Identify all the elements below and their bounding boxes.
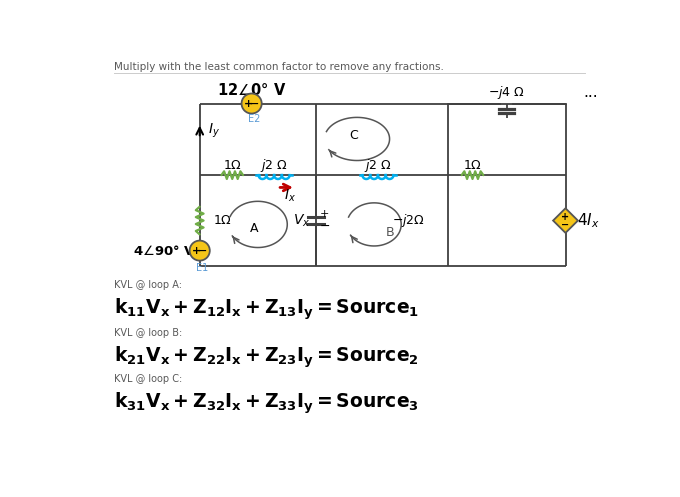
Text: +: + [320, 209, 329, 219]
Text: 1$\Omega$: 1$\Omega$ [463, 159, 482, 171]
Text: C: C [349, 129, 358, 142]
Text: $I_x$: $I_x$ [284, 188, 296, 204]
Text: $-j2\Omega$: $-j2\Omega$ [392, 212, 426, 229]
Text: +: + [192, 246, 201, 255]
Text: $4I_x$: $4I_x$ [577, 211, 600, 230]
Text: KVL @ loop A:: KVL @ loop A: [114, 280, 182, 290]
Text: 4$\angle$90° V: 4$\angle$90° V [133, 244, 197, 257]
Circle shape [241, 93, 262, 113]
Circle shape [190, 241, 209, 260]
Text: $\mathbf{k_{11}V_x + Z_{12}I_x + Z_{13}I_y = Source_1}$: $\mathbf{k_{11}V_x + Z_{12}I_x + Z_{13}I… [114, 297, 419, 322]
Text: A: A [250, 222, 258, 235]
Text: KVL @ loop C:: KVL @ loop C: [114, 374, 182, 384]
Text: $j2\ \Omega$: $j2\ \Omega$ [364, 157, 392, 173]
Text: I$_y$: I$_y$ [208, 122, 220, 140]
Text: +: + [562, 212, 570, 222]
Text: E2: E2 [248, 114, 260, 124]
Text: $\mathbf{k_{31}V_x + Z_{32}I_x + Z_{33}I_y = Source_3}$: $\mathbf{k_{31}V_x + Z_{32}I_x + Z_{33}I… [114, 391, 419, 416]
Text: $\mathbf{k_{21}V_x + Z_{22}I_x + Z_{23}I_y = Source_2}$: $\mathbf{k_{21}V_x + Z_{22}I_x + Z_{23}I… [114, 344, 419, 370]
Text: $-j4\ \Omega$: $-j4\ \Omega$ [488, 84, 525, 101]
Text: ...: ... [583, 85, 598, 100]
Text: $j2\ \Omega$: $j2\ \Omega$ [260, 157, 288, 173]
Text: Multiply with the least common factor to remove any fractions.: Multiply with the least common factor to… [114, 62, 443, 73]
Text: 1$\Omega$: 1$\Omega$ [213, 214, 232, 227]
Text: 1$\Omega$: 1$\Omega$ [223, 159, 242, 171]
Text: −: − [562, 219, 570, 230]
Text: −: − [320, 220, 330, 233]
Polygon shape [553, 208, 578, 233]
Text: B: B [386, 226, 394, 239]
Text: +: + [244, 98, 253, 108]
Text: −: − [198, 246, 207, 255]
Text: 12$\angle$0° V: 12$\angle$0° V [217, 82, 286, 98]
Text: $V_x$: $V_x$ [293, 212, 311, 229]
Text: −: − [250, 98, 259, 108]
Text: E1: E1 [196, 263, 208, 273]
Text: KVL @ loop B:: KVL @ loop B: [114, 328, 182, 338]
